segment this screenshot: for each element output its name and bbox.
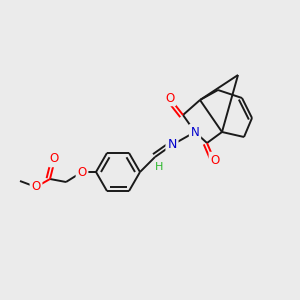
Text: O: O [210,154,220,166]
Text: N: N [190,125,200,139]
Text: O: O [32,181,40,194]
Text: H: H [155,162,163,172]
Text: O: O [77,166,87,178]
Text: N: N [167,137,177,151]
Text: O: O [165,92,175,104]
Text: O: O [50,152,58,166]
